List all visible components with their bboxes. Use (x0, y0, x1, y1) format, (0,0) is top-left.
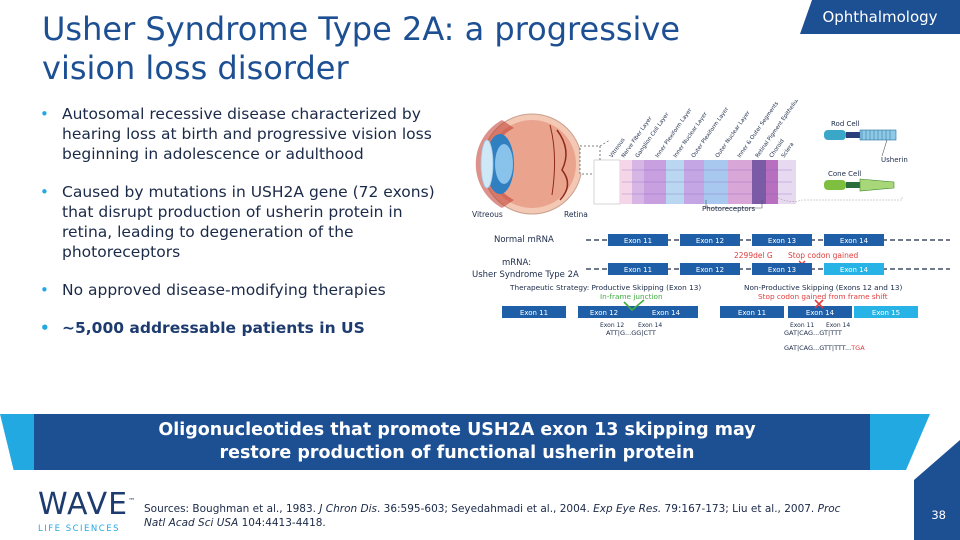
nonproductive-sub: Stop codon gained from frame shift (758, 292, 888, 301)
exon-box (608, 234, 668, 246)
exon-box (634, 306, 698, 318)
sources-citation: Sources: Boughman et al., 1983. J Chron … (144, 503, 841, 529)
exon-box (680, 263, 740, 275)
exon-label: Exon 11 (624, 266, 652, 274)
banner-line: restore production of functional usherin… (219, 443, 695, 463)
productive-exons: Exon 11 Exon 12 Exon 14 (502, 306, 698, 318)
exon-label: Exon 12 (590, 309, 618, 317)
bullet-item: No approved disease-modifying therapies (40, 280, 450, 300)
nonproductive-sequence-2: GAT|CAG...GTT|TTT...TGA (784, 344, 865, 352)
productive-sub: In-frame junction (600, 292, 663, 301)
exon-label: Exon 12 (696, 237, 724, 245)
exon-box (680, 234, 740, 246)
usher-mrna-exons: Exon 11 Exon 12 Exon 13 Exon 14 (608, 263, 884, 275)
junction-label: Exon 14 (638, 322, 662, 329)
banner-line: Oligonucleotides that promote USH2A exon… (158, 420, 756, 440)
vitreous-label: Vitreous (472, 210, 503, 219)
corner-accent (914, 440, 960, 540)
eye-illustration (475, 113, 611, 215)
nonproductive-title: Non-Productive Skipping (Exons 12 and 13… (744, 283, 902, 292)
exon-label: Exon 14 (806, 309, 835, 317)
junction-label: Exon 12 (600, 322, 624, 329)
exon-label: Exon 11 (624, 237, 652, 245)
exon-label: Exon 13 (768, 266, 796, 274)
page-title: Usher Syndrome Type 2A: a progressive vi… (42, 10, 681, 87)
exon-label: Exon 15 (872, 309, 900, 317)
bullet-list: Autosomal recessive disease characterize… (40, 104, 450, 356)
bullet-item: Caused by mutations in USH2A gene (72 ex… (40, 182, 450, 262)
bullet-item: ~5,000 addressable patients in US (40, 318, 450, 338)
banner-accent-right (870, 414, 930, 470)
nonproductive-sequence: GAT|CAG...GT|TTT (784, 329, 842, 337)
cross-icon (814, 299, 824, 309)
normal-mrna-exons: Exon 11 Exon 12 Exon 13 Exon 14 (608, 234, 884, 246)
exon-box (578, 306, 642, 318)
stop-codon-label: Stop codon gained (788, 251, 858, 260)
retina-label: Retina (564, 210, 588, 219)
checkmark-icon (623, 299, 645, 312)
bullet-item: Autosomal recessive disease characterize… (40, 104, 450, 164)
usherin-label: Usherin (881, 156, 908, 164)
mrna-disease-label: Usher Syndrome Type 2A (472, 270, 579, 280)
exon-label: Exon 14 (840, 237, 869, 245)
productive-title: Therapeutic Strategy: Productive Skippin… (509, 283, 701, 292)
exon-label: Exon 13 (768, 237, 796, 245)
exon-box (788, 306, 852, 318)
mutation-label: 2299del G (734, 251, 773, 260)
exon-box (608, 263, 668, 275)
exon-box (752, 234, 812, 246)
exon-box (752, 263, 812, 275)
key-message-banner: Oligonucleotides that promote USH2A exon… (34, 414, 880, 470)
nonproductive-exons: Exon 11 Exon 14 Exon 15 (720, 306, 918, 318)
productive-sequence: ATT|G...GG|CTT (606, 329, 656, 337)
layer-labels: Vitreous Nerve Fiber Layer Ganglion Cell… (609, 100, 803, 159)
normal-mrna-label: Normal mRNA (494, 235, 554, 245)
cone-cell-label: Cone Cell (828, 170, 861, 178)
exon-label: Exon 14 (652, 309, 681, 317)
exon-label: Exon 11 (738, 309, 766, 317)
rod-cell-label: Rod Cell (831, 120, 860, 128)
company-logo: WAVE™ LIFE SCIENCES (38, 486, 137, 535)
section-tag: Ophthalmology (800, 0, 960, 34)
exon-box (824, 263, 884, 275)
exon-box (824, 234, 884, 246)
logo-subtitle: LIFE SCIENCES (38, 524, 120, 534)
layer-label: Inner Nuclear Layer (673, 111, 709, 159)
mrna-label: mRNA: (502, 258, 531, 268)
logo-wordmark: WAVE™ (38, 487, 137, 522)
exon-label: Exon 12 (696, 266, 724, 274)
banner-accent-left (0, 414, 34, 470)
usher-diagram: Vitreous Retina Photoreceptors Vitreous … (472, 100, 950, 352)
retina-layers (593, 159, 796, 209)
junction-label: Exon 11 (790, 322, 814, 329)
junction-label: Exon 14 (826, 322, 850, 329)
photoreceptors-label: Photoreceptors (702, 205, 756, 213)
cone-cell-illustration (824, 178, 895, 192)
page-number: 38 (931, 508, 946, 522)
rod-cell-illustration (824, 129, 897, 157)
exon-box (720, 306, 784, 318)
exon-label: Exon 11 (520, 309, 548, 317)
exon-label: Exon 14 (840, 266, 869, 274)
exon-box (854, 306, 918, 318)
exon-box (502, 306, 566, 318)
